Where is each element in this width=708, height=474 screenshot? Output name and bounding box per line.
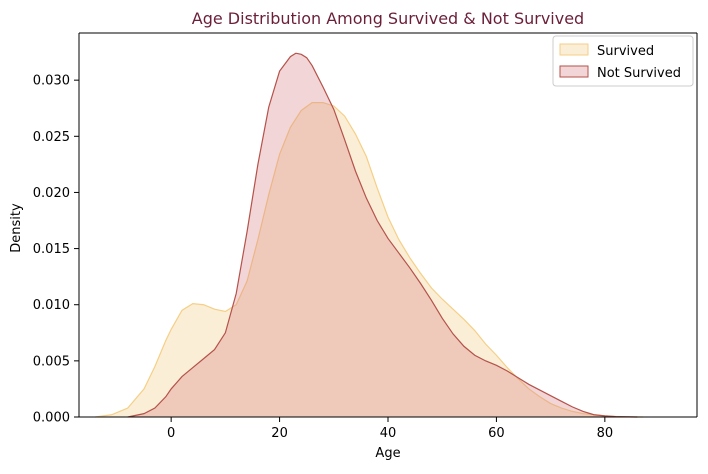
- series-area-survived: [95, 102, 643, 418]
- y-tick-label: 0.010: [33, 298, 70, 313]
- x-tick-label: 60: [488, 426, 505, 441]
- x-axis-label: Age: [375, 446, 400, 461]
- x-axis-ticks: 0 20 40 60 80: [167, 417, 613, 441]
- y-tick-label: 0.025: [33, 130, 70, 145]
- series-layer: [95, 52, 643, 418]
- series-area-not-survived: [127, 53, 638, 418]
- legend-label-survived: Survived: [597, 44, 654, 59]
- y-axis-ticks: 0.000 0.005 0.010 0.015 0.020 0.025 0.030: [33, 74, 79, 426]
- y-tick-label: 0.030: [33, 74, 70, 89]
- x-tick-label: 20: [271, 426, 288, 441]
- series-line-not-survived: [127, 52, 638, 418]
- y-axis-label: Density: [9, 203, 24, 253]
- legend-label-not-survived: Not Survived: [597, 66, 681, 81]
- y-tick-label: 0.020: [33, 186, 70, 201]
- x-tick-label: 40: [380, 426, 397, 441]
- legend-swatch-survived: [559, 43, 589, 56]
- series-line-survived: [95, 102, 643, 418]
- y-tick-label: 0.005: [33, 354, 70, 369]
- legend: Survived Not Survived: [552, 35, 694, 87]
- y-tick-label: 0.000: [33, 411, 70, 426]
- legend-swatch-not-survived: [559, 65, 589, 78]
- plot-area: 0 20 40 60 80 0.000 0.005 0.010 0.015 0.020 0.025…: [33, 32, 698, 441]
- x-tick-label: 0: [167, 426, 175, 441]
- x-tick-label: 80: [597, 426, 614, 441]
- chart-title: Age Distribution Among Survived & Not Su…: [192, 9, 584, 28]
- y-tick-label: 0.015: [33, 242, 70, 257]
